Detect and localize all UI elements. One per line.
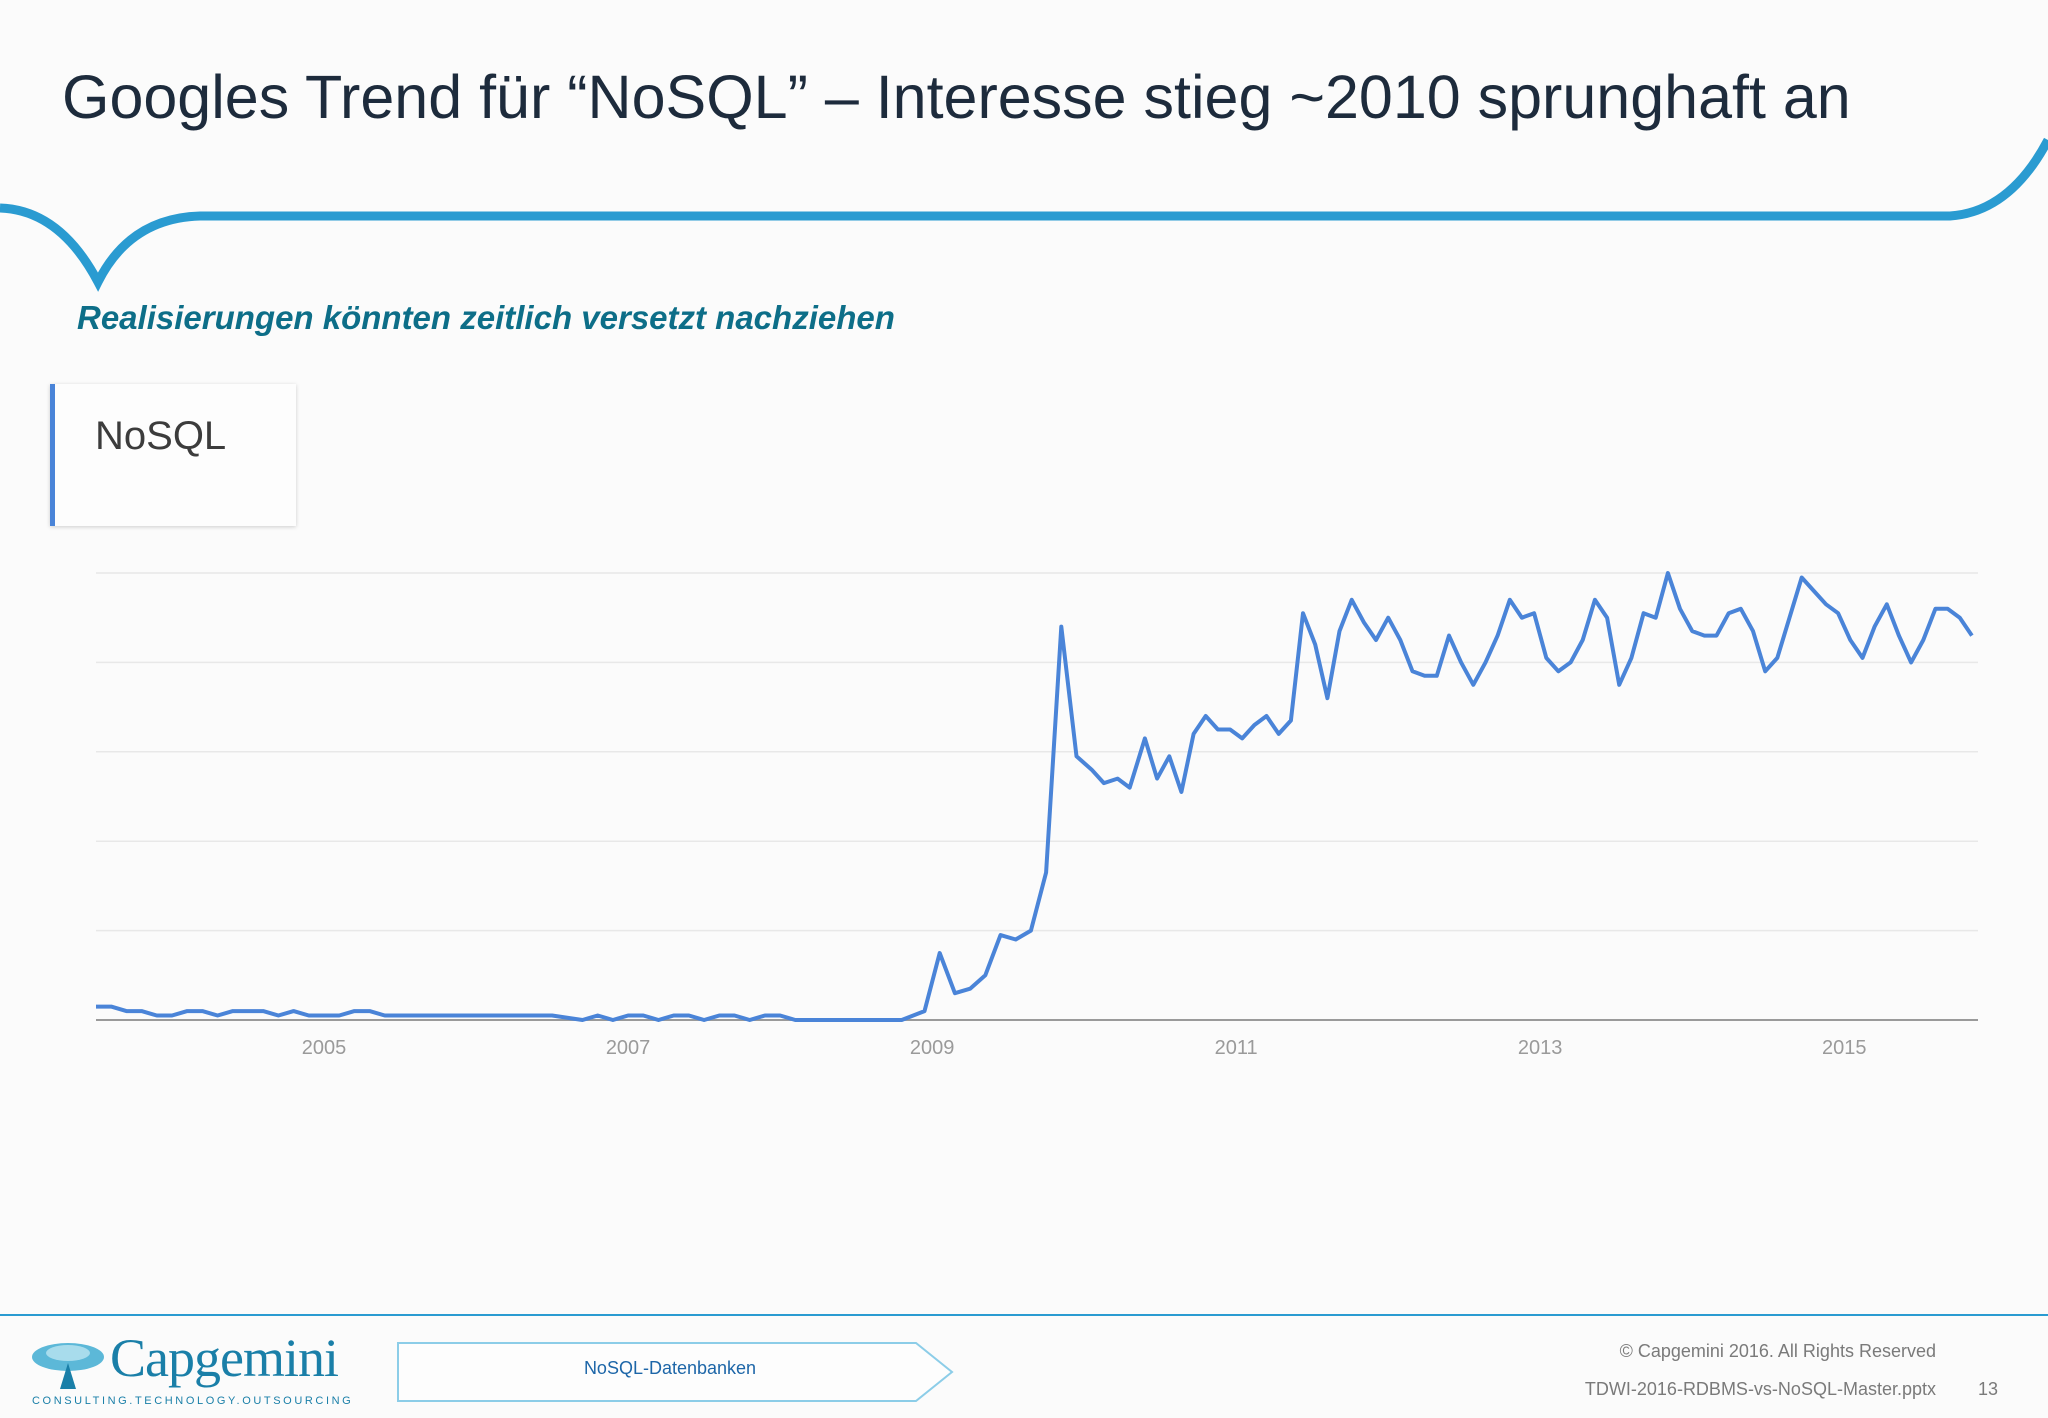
page-number: 13	[1978, 1379, 1999, 1399]
capgemini-logo: Capgemini CONSULTING.TECHNOLOGY.OUTSOURC…	[30, 1327, 351, 1412]
series-line-nosql	[96, 571, 1974, 1022]
section-label[interactable]: NoSQL-Datenbanken	[583, 1358, 757, 1378]
slide-subtitle: Realisierungen könnten zeitlich versetzt…	[77, 299, 895, 336]
copyright-text: © Capgemini 2016. All Rights Reserved	[1619, 1341, 1936, 1361]
trend-chart: 2005 2007 2009 2011 2013 2015	[96, 571, 1978, 1059]
grid-lines	[96, 572, 1978, 932]
x-tick-label-2011: 2011	[1215, 1037, 1258, 1059]
x-tick-label-2007: 2007	[606, 1037, 651, 1059]
logo-tagline: CONSULTING.TECHNOLOGY.OUTSOURCING	[32, 1395, 354, 1407]
section-chevron-icon[interactable]	[396, 1341, 956, 1403]
footer-divider	[0, 1314, 2048, 1316]
legend-color-bar	[50, 384, 55, 526]
slide-title: Googles Trend für “NoSQL” – Interesse st…	[62, 63, 1851, 131]
header-swoosh	[0, 137, 2048, 292]
x-tick-label-2009: 2009	[910, 1037, 955, 1059]
legend-card: NoSQL	[50, 384, 296, 526]
file-name: TDWI-2016-RDBMS-vs-NoSQL-Master.pptx	[1584, 1379, 1936, 1399]
x-tick-labels: 2005 2007 2009 2011 2013 2015	[302, 1037, 1867, 1059]
x-tick-label-2005: 2005	[302, 1037, 347, 1059]
spade-icon	[32, 1343, 104, 1389]
x-tick-label-2015: 2015	[1822, 1037, 1867, 1059]
x-tick-label-2013: 2013	[1518, 1037, 1563, 1059]
legend-series-label: NoSQL	[95, 414, 227, 458]
logo-wordmark: Capgemini	[110, 1328, 339, 1388]
